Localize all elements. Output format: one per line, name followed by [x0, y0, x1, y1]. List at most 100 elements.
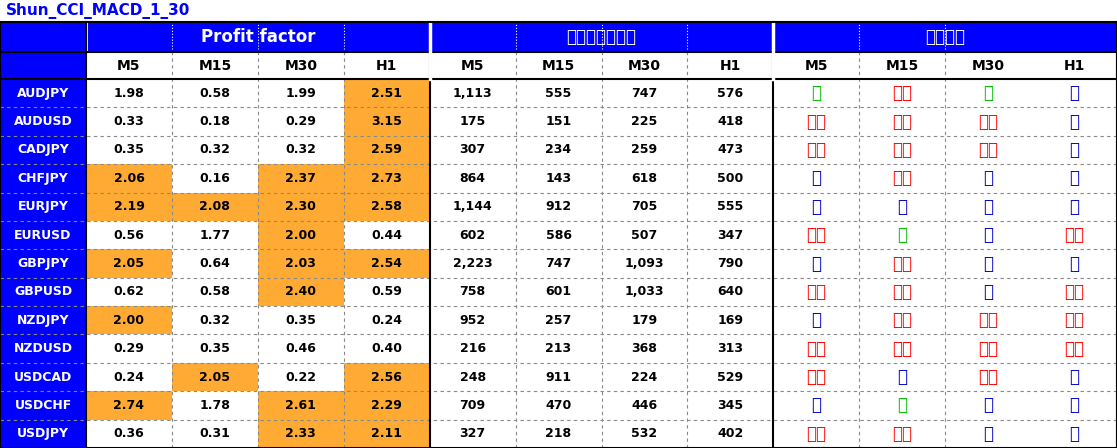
Bar [344, 193, 430, 221]
Text: 418: 418 [717, 115, 744, 128]
Text: 不可: 不可 [978, 141, 999, 159]
Bar [859, 249, 945, 278]
Text: 優: 優 [1069, 425, 1079, 443]
Text: 2.08: 2.08 [200, 200, 230, 213]
Bar [601, 108, 687, 136]
Text: 不可: 不可 [806, 226, 827, 244]
Text: 優: 優 [983, 283, 993, 301]
Text: 911: 911 [545, 370, 572, 383]
Bar [172, 136, 258, 164]
Bar [86, 306, 172, 335]
Bar [945, 306, 1031, 335]
Bar [687, 52, 773, 79]
Text: 0.40: 0.40 [371, 342, 402, 355]
Bar [0, 221, 86, 249]
Text: 不可: 不可 [892, 311, 913, 329]
Text: 優: 優 [1069, 141, 1079, 159]
Text: 優: 優 [1069, 169, 1079, 187]
Bar [1031, 391, 1117, 420]
Bar [258, 363, 344, 391]
Bar [0, 0, 1117, 22]
Text: 0.24: 0.24 [114, 370, 144, 383]
Bar [1031, 79, 1117, 108]
Bar [601, 363, 687, 391]
Text: CADJPY: CADJPY [17, 143, 69, 156]
Bar [430, 136, 516, 164]
Bar [859, 136, 945, 164]
Text: 0.31: 0.31 [200, 427, 230, 440]
Bar [516, 221, 601, 249]
Text: 0.32: 0.32 [200, 143, 230, 156]
Text: 747: 747 [545, 257, 572, 270]
Text: 2.00: 2.00 [285, 228, 316, 241]
Text: 224: 224 [631, 370, 658, 383]
Text: 0.44: 0.44 [371, 228, 402, 241]
Bar [859, 108, 945, 136]
Bar [430, 193, 516, 221]
Text: 優: 優 [811, 198, 821, 216]
Bar [0, 52, 86, 79]
Bar [172, 52, 258, 79]
Text: 3.15: 3.15 [371, 115, 402, 128]
Text: H1: H1 [376, 59, 398, 73]
Bar [601, 335, 687, 363]
Text: 不可: 不可 [892, 169, 913, 187]
Text: 0.56: 0.56 [114, 228, 144, 241]
Bar [601, 136, 687, 164]
Text: 601: 601 [545, 285, 572, 298]
Text: 2.33: 2.33 [286, 427, 316, 440]
Text: 不可: 不可 [1065, 226, 1083, 244]
Bar [430, 335, 516, 363]
Bar [773, 52, 859, 79]
Text: 368: 368 [631, 342, 658, 355]
Text: 618: 618 [631, 172, 658, 185]
Text: 307: 307 [459, 143, 486, 156]
Text: 優: 優 [811, 311, 821, 329]
Text: 0.58: 0.58 [200, 285, 230, 298]
Bar [773, 221, 859, 249]
Text: 優: 優 [983, 254, 993, 272]
Bar [430, 249, 516, 278]
Bar [773, 363, 859, 391]
Bar [430, 363, 516, 391]
Text: 1.78: 1.78 [200, 399, 230, 412]
Text: 0.35: 0.35 [114, 143, 144, 156]
Text: 347: 347 [717, 228, 744, 241]
Text: 優: 優 [1069, 368, 1079, 386]
Bar [773, 420, 859, 448]
Text: 2.05: 2.05 [114, 257, 144, 270]
Bar [1031, 249, 1117, 278]
Text: 2.61: 2.61 [285, 399, 316, 412]
Bar [516, 363, 601, 391]
Bar [0, 108, 86, 136]
Text: 216: 216 [459, 342, 486, 355]
Text: 2.19: 2.19 [114, 200, 144, 213]
Bar [1031, 278, 1117, 306]
Bar [859, 164, 945, 193]
Bar [258, 108, 344, 136]
Bar [258, 136, 344, 164]
Bar [516, 164, 601, 193]
Text: M30: M30 [628, 59, 661, 73]
Bar [859, 391, 945, 420]
Bar [86, 221, 172, 249]
Bar [687, 193, 773, 221]
Bar [172, 108, 258, 136]
Text: 1,113: 1,113 [452, 87, 493, 100]
Bar [687, 363, 773, 391]
Bar [516, 420, 601, 448]
Bar [945, 335, 1031, 363]
Text: 2.51: 2.51 [371, 87, 402, 100]
Bar [86, 363, 172, 391]
Text: 446: 446 [631, 399, 658, 412]
Bar [344, 363, 430, 391]
Bar [601, 420, 687, 448]
Bar [945, 108, 1031, 136]
Text: 0.36: 0.36 [114, 427, 144, 440]
Text: 758: 758 [459, 285, 486, 298]
Text: M15: M15 [542, 59, 575, 73]
Text: 0.29: 0.29 [285, 115, 316, 128]
Bar [0, 136, 86, 164]
Bar [859, 278, 945, 306]
Text: 0.35: 0.35 [200, 342, 230, 355]
